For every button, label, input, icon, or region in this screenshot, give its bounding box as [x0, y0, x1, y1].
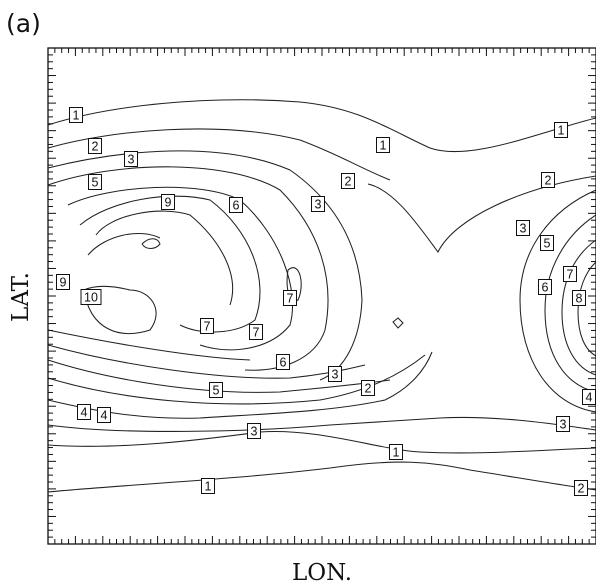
panel-label: (a) — [6, 9, 41, 38]
axis-ticks — [48, 48, 596, 544]
svg-text:7: 7 — [567, 268, 574, 282]
svg-text:2: 2 — [578, 482, 585, 496]
contour-line — [544, 214, 596, 393]
svg-text:1: 1 — [205, 480, 212, 494]
svg-text:6: 6 — [542, 281, 549, 295]
svg-text:3: 3 — [560, 418, 567, 432]
svg-text:10: 10 — [84, 291, 98, 305]
contour-label: 2 — [88, 138, 102, 154]
contour-line — [47, 430, 596, 454]
svg-text:1: 1 — [73, 109, 80, 123]
svg-text:9: 9 — [165, 196, 172, 210]
contour-line — [83, 285, 157, 335]
contour-label: 2 — [341, 173, 355, 189]
svg-text:5: 5 — [92, 176, 99, 190]
svg-text:7: 7 — [253, 326, 260, 340]
svg-text:2: 2 — [345, 175, 352, 189]
contour-label: 3 — [311, 196, 325, 212]
contour-lines — [47, 99, 596, 493]
contour-line — [367, 175, 596, 253]
contour-label: 1 — [201, 478, 215, 494]
contour-label: 7 — [249, 324, 263, 340]
svg-text:5: 5 — [544, 237, 551, 251]
contour-line — [47, 99, 596, 153]
contour-label: 7 — [200, 318, 214, 334]
contour-label: 4 — [582, 389, 596, 405]
svg-text:3: 3 — [520, 222, 527, 236]
contour-label: 3 — [124, 151, 138, 167]
contour-label: 2 — [541, 172, 555, 188]
svg-text:1: 1 — [393, 446, 400, 460]
y-axis-label: LAT. — [8, 272, 34, 322]
contour-line — [561, 239, 596, 376]
svg-text:4: 4 — [81, 406, 88, 420]
svg-text:6: 6 — [280, 356, 287, 370]
svg-text:4: 4 — [586, 391, 593, 405]
contour-label: 8 — [572, 290, 586, 306]
contour-label: 1 — [376, 137, 390, 153]
contour-label: 1 — [554, 122, 568, 138]
contour-label: 3 — [247, 423, 261, 439]
svg-text:LAT.: LAT. — [8, 272, 34, 322]
svg-text:9: 9 — [60, 276, 67, 290]
contour-line — [47, 128, 391, 181]
contour-label: 9 — [56, 274, 70, 290]
contour-line — [286, 267, 302, 302]
svg-text:1: 1 — [558, 124, 565, 138]
contour-line — [392, 317, 404, 329]
svg-text:4: 4 — [101, 409, 108, 423]
contour-line — [95, 210, 234, 306]
plot-frame — [47, 47, 596, 545]
contour-line — [47, 166, 329, 371]
contour-line — [577, 261, 596, 357]
contour-label: 7 — [283, 290, 297, 306]
contour-line — [47, 354, 426, 405]
contour-label: 6 — [276, 354, 290, 370]
contour-line — [47, 416, 596, 432]
contour-label: 2 — [574, 480, 588, 496]
contour-label: 7 — [563, 266, 577, 282]
svg-text:1: 1 — [380, 139, 387, 153]
svg-text:3: 3 — [315, 198, 322, 212]
contour-label: 9 — [161, 194, 175, 210]
contour-label: 6 — [538, 279, 552, 295]
contour-label: 6 — [229, 197, 243, 213]
contour-label: 1 — [69, 107, 83, 123]
contour-label: 5 — [209, 382, 223, 398]
x-axis-label: LON. — [292, 560, 352, 586]
contour-line — [47, 351, 433, 419]
svg-text:7: 7 — [204, 320, 211, 334]
svg-text:2: 2 — [92, 140, 99, 154]
svg-text:3: 3 — [251, 425, 258, 439]
contour-line — [47, 359, 391, 393]
contour-line — [79, 195, 261, 333]
contour-label: 4 — [77, 404, 91, 420]
svg-text:3: 3 — [332, 368, 339, 382]
svg-text:5: 5 — [213, 384, 220, 398]
contour-label: 1 — [389, 444, 403, 460]
svg-text:2: 2 — [365, 382, 372, 396]
svg-text:3: 3 — [128, 153, 135, 167]
contour-label: 3 — [556, 416, 570, 432]
contour-line — [47, 461, 596, 493]
svg-text:8: 8 — [576, 292, 583, 306]
contour-line — [47, 150, 363, 381]
contour-label: 3 — [516, 220, 530, 236]
contour-line — [47, 329, 251, 361]
contour-line — [141, 238, 161, 250]
contour-label: 4 — [97, 407, 111, 423]
contour-label: 5 — [88, 174, 102, 190]
contour-label: 3 — [328, 366, 342, 382]
contour-line — [519, 189, 596, 413]
contour-label: 5 — [540, 235, 554, 251]
contour-line — [87, 232, 161, 256]
svg-text:7: 7 — [287, 292, 294, 306]
svg-text:6: 6 — [233, 199, 240, 213]
contour-label: 10 — [80, 289, 102, 305]
contour-label: 2 — [361, 380, 375, 396]
svg-text:2: 2 — [545, 174, 552, 188]
contour-line — [67, 186, 294, 351]
